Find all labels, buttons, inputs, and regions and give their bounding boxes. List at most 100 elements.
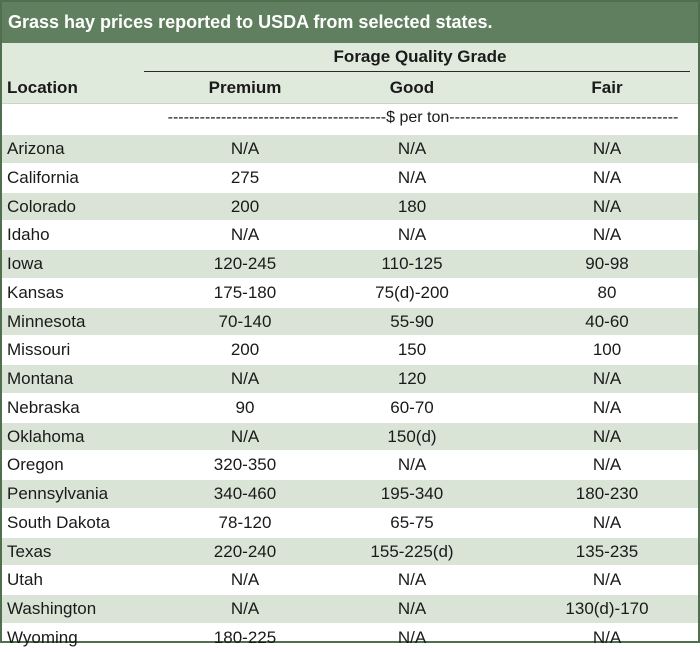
table-row: Montana N/A 120 N/A: [2, 364, 698, 393]
fair-cell: 130(d)-170: [565, 599, 649, 618]
good-cell: 65-75: [390, 512, 434, 532]
units-row: ----------------------------------------…: [2, 103, 698, 134]
premium-cell: 200: [230, 196, 260, 216]
fair-cell: N/A: [592, 627, 622, 647]
location-cell: Minnesota: [7, 311, 86, 331]
table-row: Pennsylvania 340-460 195-340 180-230: [2, 479, 698, 508]
location-cell: Utah: [7, 570, 43, 590]
location-cell: Washington: [7, 599, 97, 618]
fair-cell: 90-98: [585, 254, 629, 273]
table-row: Wyoming 180-225 N/A N/A: [2, 622, 698, 652]
good-cell: 150: [397, 340, 427, 360]
table-row: Utah N/A N/A N/A: [2, 565, 698, 594]
premium-cell: N/A: [230, 139, 260, 158]
fair-cell: 80: [597, 282, 617, 302]
good-cell: N/A: [397, 455, 427, 475]
good-cell: 75(d)-200: [375, 282, 449, 302]
good-cell: N/A: [397, 139, 427, 158]
good-cell: 150(d): [387, 426, 437, 446]
good-cell: 120: [397, 369, 427, 388]
location-cell: Oregon: [7, 455, 64, 475]
location-cell: Montana: [7, 369, 74, 388]
fair-cell: N/A: [592, 512, 622, 532]
fair-cell: N/A: [592, 139, 622, 158]
table-row: Kansas 175-180 75(d)-200 80: [2, 277, 698, 307]
location-cell: Wyoming: [7, 627, 78, 647]
table-row: Arizona N/A N/A N/A: [2, 134, 698, 163]
location-cell: California: [7, 167, 79, 187]
fair-cell: N/A: [592, 397, 622, 417]
location-cell: Iowa: [7, 254, 43, 273]
location-cell: Kansas: [7, 282, 64, 302]
good-cell: N/A: [397, 225, 427, 245]
table-row: Texas 220-240 155-225(d) 135-235: [2, 536, 698, 566]
premium-cell: N/A: [230, 426, 260, 446]
forage-quality-grade-label: Forage Quality Grade: [333, 47, 507, 66]
fair-cell: N/A: [592, 225, 622, 245]
good-cell: 155-225(d): [370, 541, 454, 561]
table-row: Colorado 200 180 N/A: [2, 191, 698, 221]
good-cell: N/A: [397, 167, 427, 187]
premium-cell: N/A: [230, 225, 260, 245]
good-cell: N/A: [397, 570, 427, 590]
fair-cell: N/A: [592, 196, 622, 216]
location-cell: Arizona: [7, 139, 65, 158]
good-cell: 195-340: [380, 484, 444, 503]
fair-cell: 40-60: [585, 311, 629, 331]
table-row: Oregon 320-350 N/A N/A: [2, 450, 698, 479]
premium-cell: 180-225: [213, 627, 277, 647]
fair-cell: 100: [592, 340, 622, 360]
good-cell: N/A: [397, 627, 427, 647]
good-column-header: Good: [389, 78, 435, 97]
location-cell: Oklahoma: [7, 426, 85, 446]
premium-cell: N/A: [230, 570, 260, 590]
table-row: Minnesota 70-140 55-90 40-60: [2, 306, 698, 336]
table-row: Oklahoma N/A 150(d) N/A: [2, 421, 698, 451]
table-row: Washington N/A N/A 130(d)-170: [2, 594, 698, 623]
premium-cell: 90: [235, 397, 255, 417]
table-header: Forage Quality Grade Location Premium Go…: [2, 43, 698, 103]
table-row: Idaho N/A N/A N/A: [2, 220, 698, 249]
premium-cell: 275: [230, 167, 260, 187]
fair-cell: 135-235: [575, 541, 639, 561]
premium-cell: 340-460: [213, 484, 277, 503]
table-row: Iowa 120-245 110-125 90-98: [2, 249, 698, 278]
premium-cell: 120-245: [213, 254, 277, 273]
good-cell: 180: [397, 196, 427, 216]
table-row: Nebraska 90 60-70 N/A: [2, 392, 698, 422]
fair-cell: N/A: [592, 570, 622, 590]
header-rule: [144, 71, 690, 72]
location-cell: Missouri: [7, 340, 71, 360]
location-cell: Colorado: [7, 196, 76, 216]
location-cell: Pennsylvania: [7, 484, 109, 503]
fair-cell: N/A: [592, 426, 622, 446]
premium-cell: 200: [230, 340, 260, 360]
good-cell: 55-90: [390, 311, 434, 331]
location-cell: Texas: [7, 541, 52, 561]
location-cell: Idaho: [7, 225, 50, 245]
fair-cell: N/A: [592, 167, 622, 187]
table-title: Grass hay prices reported to USDA from s…: [2, 2, 698, 43]
fair-cell: N/A: [592, 369, 622, 388]
location-cell: South Dakota: [7, 512, 111, 532]
fair-cell: 180-230: [575, 484, 639, 503]
premium-cell: N/A: [230, 599, 260, 618]
premium-cell: 70-140: [218, 311, 272, 331]
fair-column-header: Fair: [591, 78, 623, 97]
premium-cell: 175-180: [213, 282, 277, 302]
premium-column-header: Premium: [208, 78, 282, 97]
table-row: California 275 N/A N/A: [2, 162, 698, 192]
premium-cell: 320-350: [213, 455, 277, 475]
good-cell: 110-125: [381, 254, 443, 273]
premium-cell: 220-240: [213, 541, 277, 561]
location-cell: Nebraska: [7, 397, 80, 417]
good-cell: N/A: [397, 599, 427, 618]
premium-cell: N/A: [230, 369, 260, 388]
fair-cell: N/A: [592, 455, 622, 475]
table-row: South Dakota 78-120 65-75 N/A: [2, 507, 698, 537]
good-cell: 60-70: [390, 397, 434, 417]
location-column-header: Location: [7, 78, 78, 97]
units-label: ----------------------------------------…: [167, 109, 679, 126]
table-row: Missouri 200 150 100: [2, 335, 698, 364]
